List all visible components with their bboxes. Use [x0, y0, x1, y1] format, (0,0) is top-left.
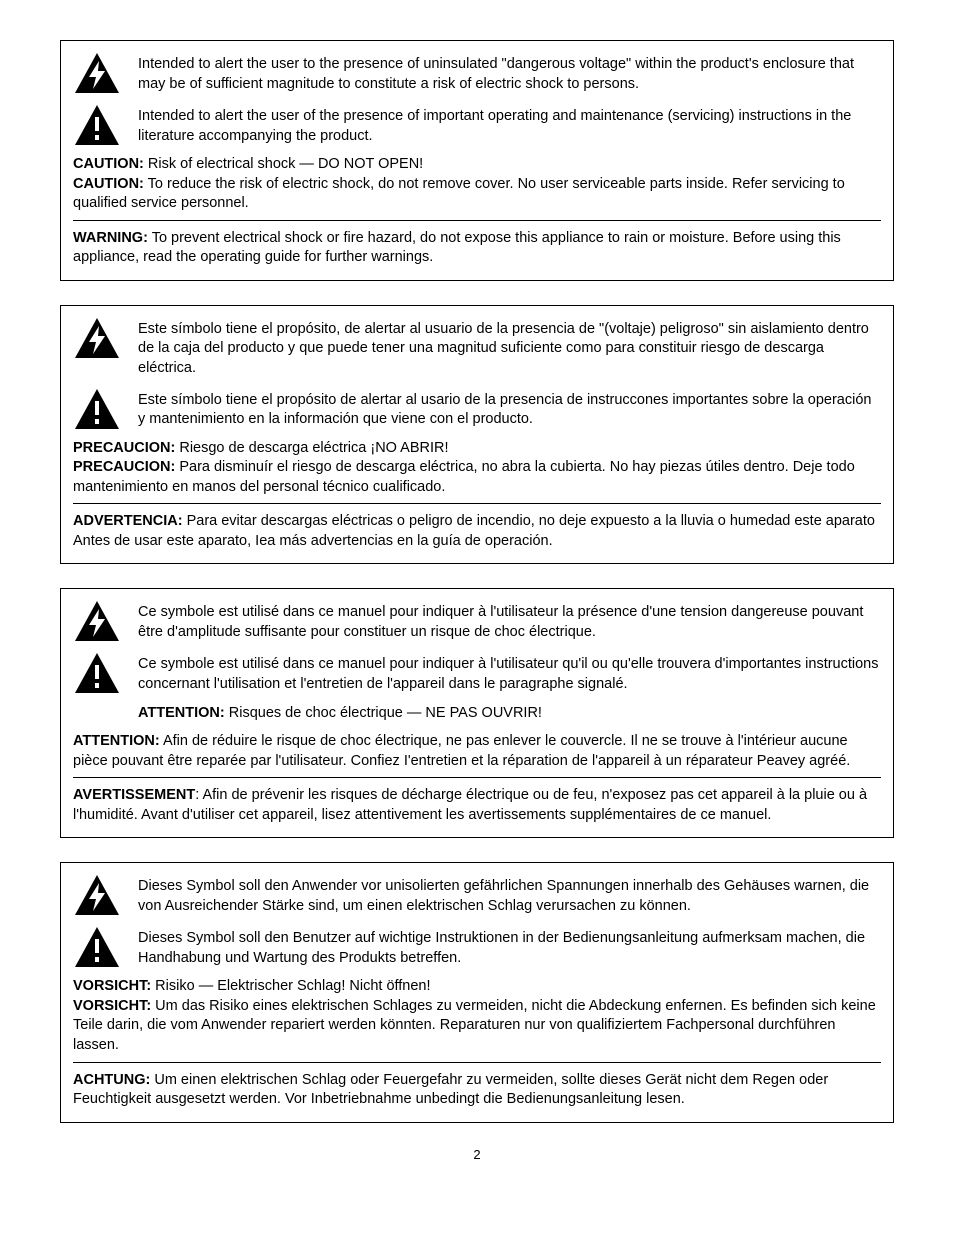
caution-text: Para disminuír el riesgo de descarga elé… [73, 459, 855, 495]
caution-text: Riesgo de descarga eléctrica ¡NO ABRIR! [175, 440, 448, 456]
separator [73, 1062, 881, 1063]
safety-section-fr: Ce symbole est utilisé dans ce manuel po… [60, 588, 894, 838]
icon-row-excl: Intended to alert the user of the presen… [73, 103, 881, 147]
warning-text: Para evitar descargas eléctricas o pelig… [73, 513, 875, 549]
exclamation-triangle-icon [73, 103, 128, 147]
attention-label: ATTENTION: [138, 705, 225, 721]
caution-text: To reduce the risk of electric shock, do… [73, 176, 845, 212]
safety-section-en: Intended to alert the user to the presen… [60, 40, 894, 281]
warning-label: WARNING: [73, 230, 148, 246]
caution-label: VORSICHT: [73, 978, 151, 994]
caution-label: ATTENTION: [73, 733, 160, 749]
caution-label: PRECAUCION: [73, 440, 175, 456]
separator [73, 220, 881, 221]
exclamation-triangle-icon [73, 387, 128, 431]
safety-section-de: Dieses Symbol soll den Anwender vor unis… [60, 862, 894, 1122]
warning-label: AVERTISSEMENT [73, 787, 195, 803]
caution-label: PRECAUCION: [73, 459, 175, 475]
bolt-description: Intended to alert the user to the presen… [138, 51, 881, 94]
caution-line-2: ATTENTION: Afin de réduire le risque de … [73, 732, 881, 771]
attention-text: Risques de choc électrique — NE PAS OUVR… [225, 705, 542, 721]
icon-row-bolt: Ce symbole est utilisé dans ce manuel po… [73, 599, 881, 643]
icon-row-excl: Dieses Symbol soll den Benutzer auf wich… [73, 925, 881, 969]
warning-line: ADVERTENCIA: Para evitar descargas eléct… [73, 512, 881, 551]
excl-description: Intended to alert the user of the presen… [138, 103, 881, 146]
exclamation-triangle-icon [73, 651, 128, 695]
caution-line-1: CAUTION: Risk of electrical shock — DO N… [73, 155, 881, 175]
page-number: 2 [60, 1147, 894, 1162]
icon-row-bolt: Este símbolo tiene el propósito, de aler… [73, 316, 881, 379]
caution-line-2: VORSICHT: Um das Risiko eines elektrisch… [73, 997, 881, 1056]
caution-line-1: PRECAUCION: Riesgo de descarga eléctrica… [73, 439, 881, 459]
warning-label: ADVERTENCIA: [73, 513, 183, 529]
caution-line-2: CAUTION: To reduce the risk of electric … [73, 175, 881, 214]
bolt-description: Dieses Symbol soll den Anwender vor unis… [138, 873, 881, 916]
caution-label: VORSICHT: [73, 998, 151, 1014]
bolt-description: Ce symbole est utilisé dans ce manuel po… [138, 599, 881, 642]
caution-line-1: VORSICHT: Risiko — Elektrischer Schlag! … [73, 977, 881, 997]
lightning-triangle-icon [73, 873, 128, 917]
caution-text: Risk of electrical shock — DO NOT OPEN! [144, 156, 423, 172]
caution-text: Risiko — Elektrischer Schlag! Nicht öffn… [151, 978, 430, 994]
icon-row-bolt: Intended to alert the user to the presen… [73, 51, 881, 95]
icon-row-excl: Este símbolo tiene el propósito de alert… [73, 387, 881, 431]
warning-line: AVERTISSEMENT: Afin de prévenir les risq… [73, 786, 881, 825]
icon-row-bolt: Dieses Symbol soll den Anwender vor unis… [73, 873, 881, 917]
icon-row-excl: Ce symbole est utilisé dans ce manuel po… [73, 651, 881, 724]
caution-label: CAUTION: [73, 156, 144, 172]
warning-line: ACHTUNG: Um einen elektrischen Schlag od… [73, 1071, 881, 1110]
warning-line: WARNING: To prevent electrical shock or … [73, 229, 881, 268]
separator [73, 777, 881, 778]
caution-line-2: PRECAUCION: Para disminuír el riesgo de … [73, 458, 881, 497]
safety-section-es: Este símbolo tiene el propósito, de aler… [60, 305, 894, 565]
excl-description: Ce symbole est utilisé dans ce manuel po… [138, 651, 881, 724]
caution-text: Afin de réduire le risque de choc électr… [73, 733, 850, 769]
lightning-triangle-icon [73, 51, 128, 95]
excl-text: Ce symbole est utilisé dans ce manuel po… [138, 656, 879, 692]
lightning-triangle-icon [73, 599, 128, 643]
lightning-triangle-icon [73, 316, 128, 360]
warning-text: To prevent electrical shock or fire haza… [73, 230, 841, 266]
exclamation-triangle-icon [73, 925, 128, 969]
excl-description: Dieses Symbol soll den Benutzer auf wich… [138, 925, 881, 968]
separator [73, 503, 881, 504]
caution-label: CAUTION: [73, 176, 144, 192]
warning-label: ACHTUNG: [73, 1072, 150, 1088]
excl-description: Este símbolo tiene el propósito de alert… [138, 387, 881, 430]
caution-text: Um das Risiko eines elektrischen Schlage… [73, 998, 876, 1053]
attention-inline: ATTENTION: Risques de choc électrique — … [138, 704, 881, 724]
warning-text: Um einen elektrischen Schlag oder Feuerg… [73, 1072, 828, 1108]
bolt-description: Este símbolo tiene el propósito, de aler… [138, 316, 881, 379]
page-container: Intended to alert the user to the presen… [0, 0, 954, 1192]
